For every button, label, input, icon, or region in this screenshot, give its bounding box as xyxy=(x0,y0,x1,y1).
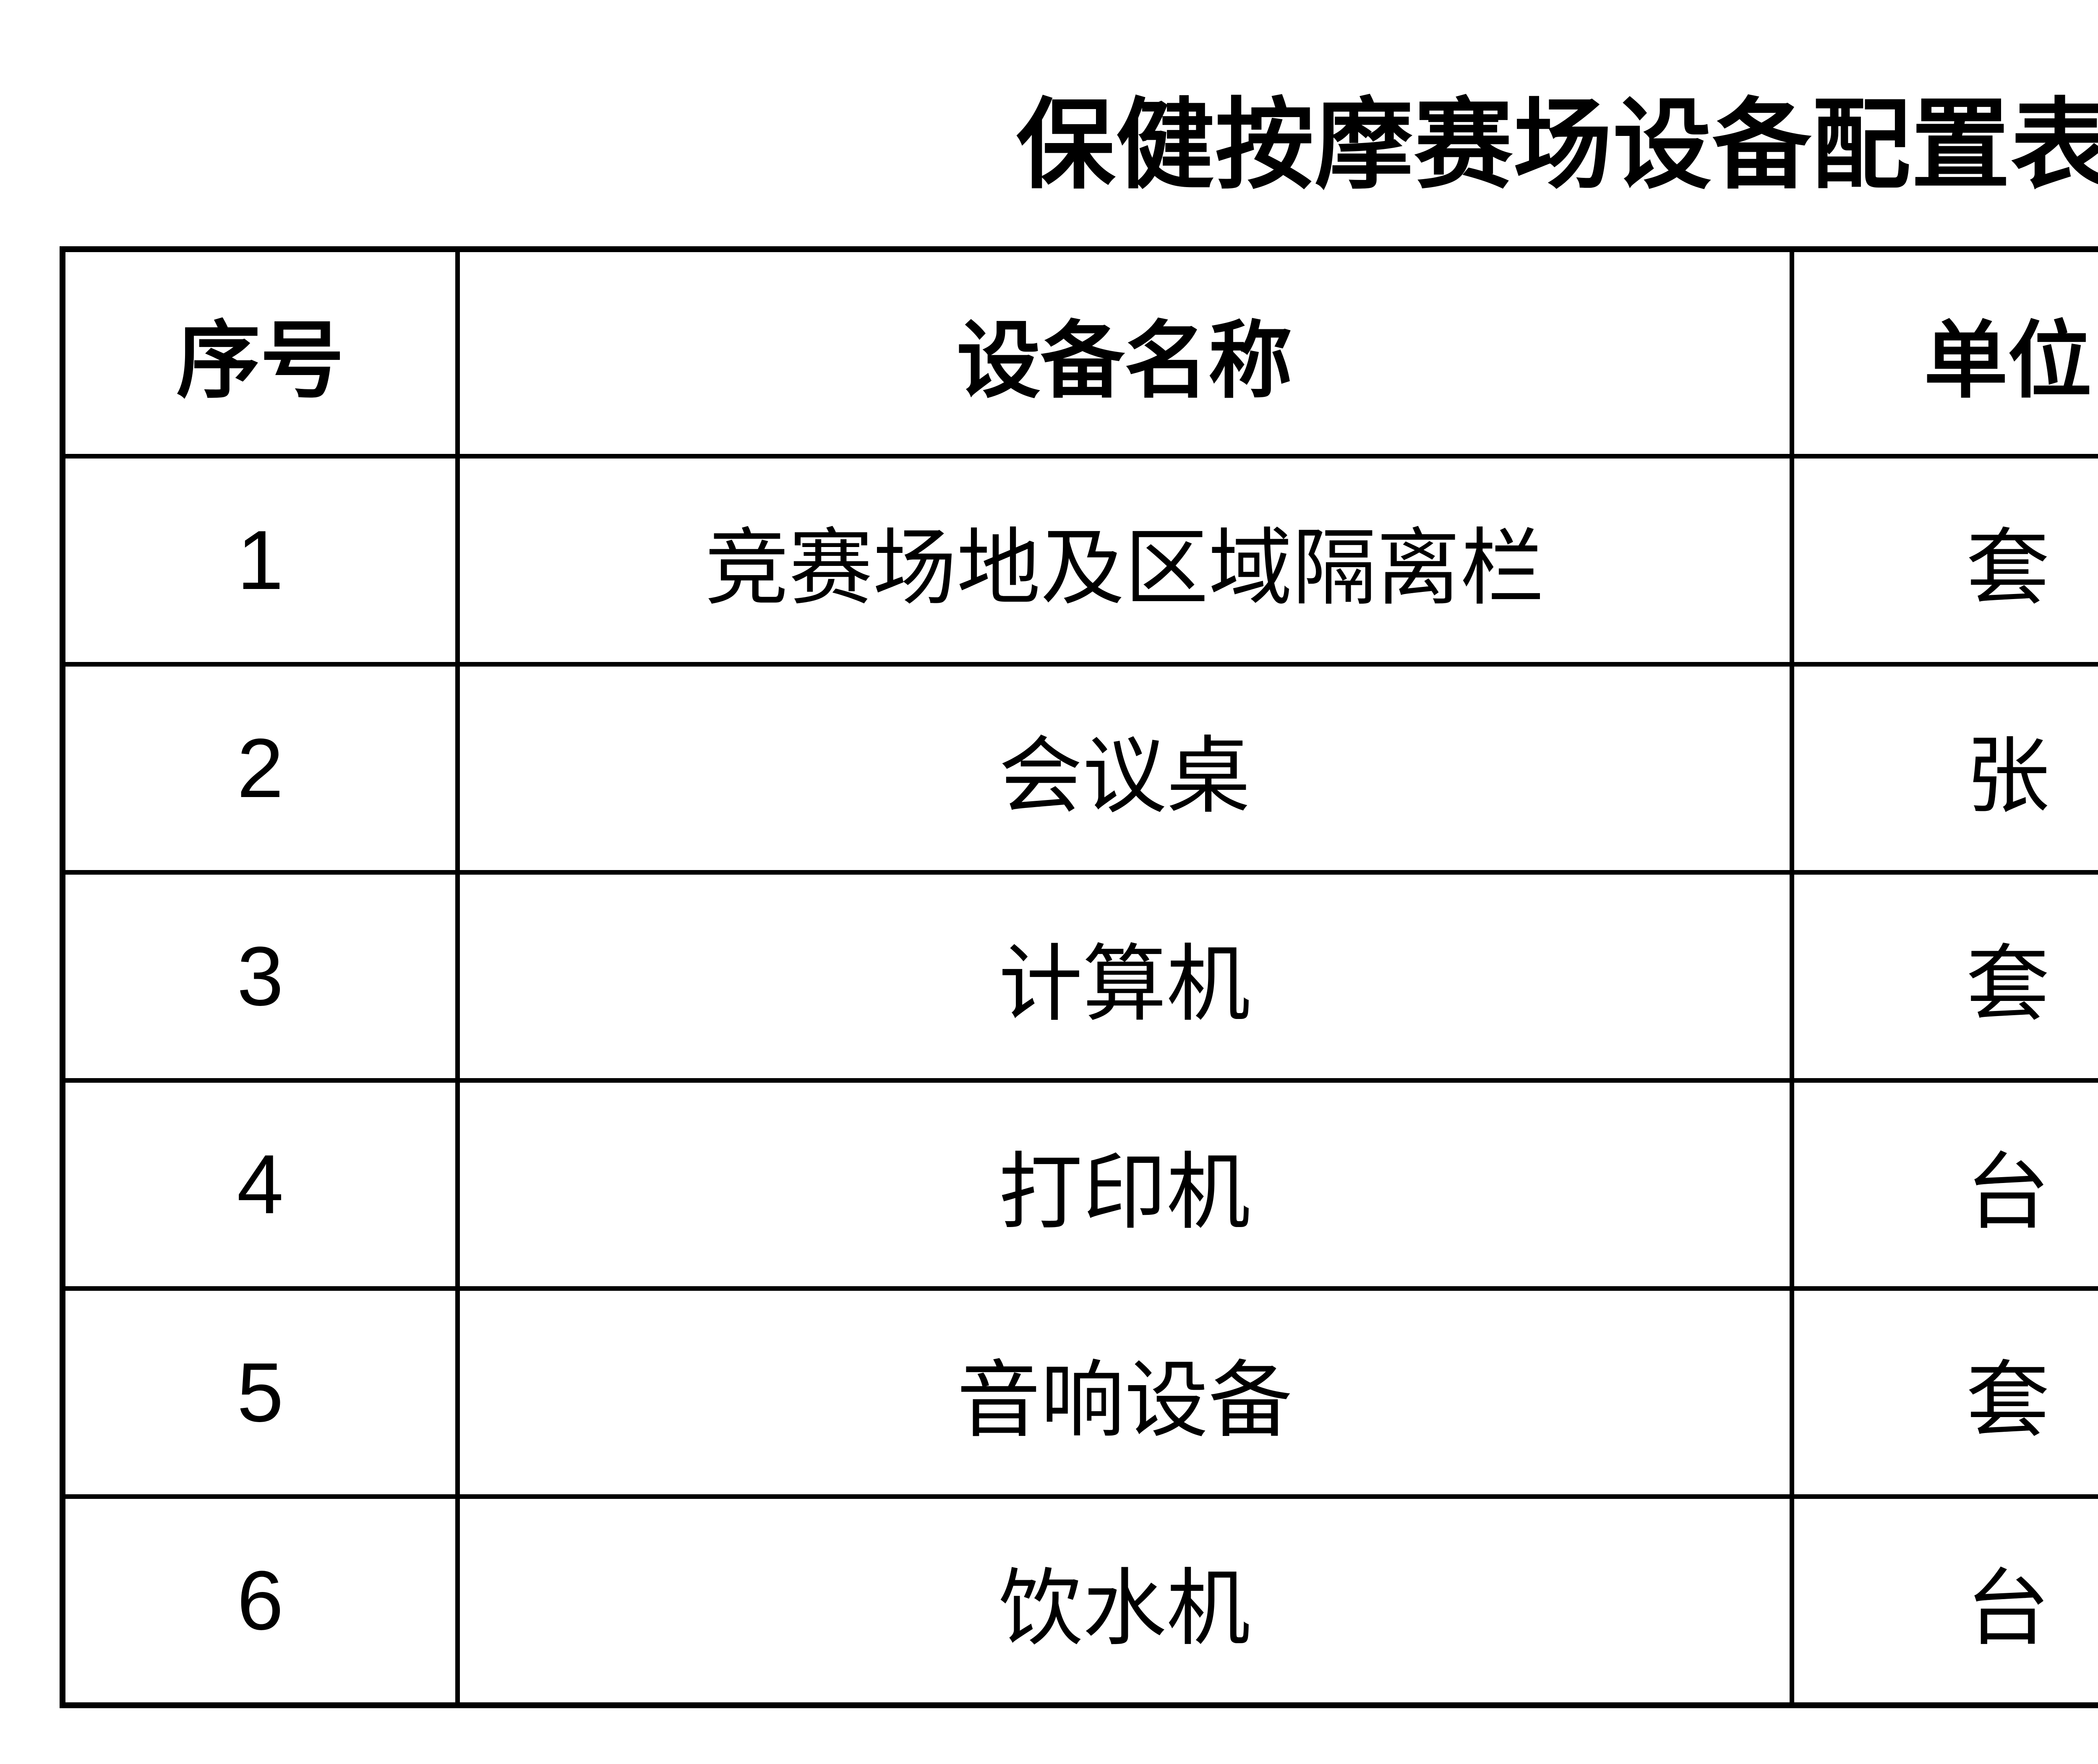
table-body: 1竞赛场地及区域隔离栏套12会议桌张13计算机套14打印机台15音响设备套16饮… xyxy=(60,454,2098,1708)
cell-name: 饮水机 xyxy=(455,1494,1794,1708)
table-row: 4打印机台1 xyxy=(60,1078,2098,1291)
cell-index: 4 xyxy=(60,1078,460,1291)
equipment-table: 序号 设备名称 单位 数量 备注 1竞赛场地及区域隔离栏套12会议桌张13计算机… xyxy=(60,246,2098,1708)
table-row: 3计算机套1 xyxy=(60,870,2098,1083)
cell-index: 3 xyxy=(60,870,460,1083)
cell-unit: 台 xyxy=(1789,1494,2098,1708)
cell-name: 计算机 xyxy=(455,870,1794,1083)
column-header-index: 序号 xyxy=(60,247,460,459)
cell-index: 1 xyxy=(60,454,460,667)
cell-name: 竞赛场地及区域隔离栏 xyxy=(455,454,1794,667)
cell-name: 会议桌 xyxy=(455,662,1794,875)
cell-unit: 台 xyxy=(1789,1078,2098,1291)
cell-index: 5 xyxy=(60,1286,460,1499)
table-row: 5音响设备套1 xyxy=(60,1286,2098,1499)
header-row: 序号 设备名称 单位 数量 备注 xyxy=(60,247,2098,459)
table-row: 6饮水机台1 xyxy=(60,1494,2098,1708)
table-row: 1竞赛场地及区域隔离栏套1 xyxy=(60,454,2098,667)
page-title: 保健按摩赛场设备配置表 xyxy=(1016,90,2098,200)
cell-index: 2 xyxy=(60,662,460,875)
cell-unit: 套 xyxy=(1789,870,2098,1083)
cell-unit: 张 xyxy=(1789,662,2098,875)
column-header-unit: 单位 xyxy=(1789,247,2098,459)
cell-name: 音响设备 xyxy=(455,1286,1794,1499)
cell-name: 打印机 xyxy=(455,1078,1794,1291)
cell-unit: 套 xyxy=(1789,454,2098,667)
table-row: 2会议桌张1 xyxy=(60,662,2098,875)
cell-unit: 套 xyxy=(1789,1286,2098,1499)
column-header-name: 设备名称 xyxy=(455,247,1794,459)
cell-index: 6 xyxy=(60,1494,460,1708)
